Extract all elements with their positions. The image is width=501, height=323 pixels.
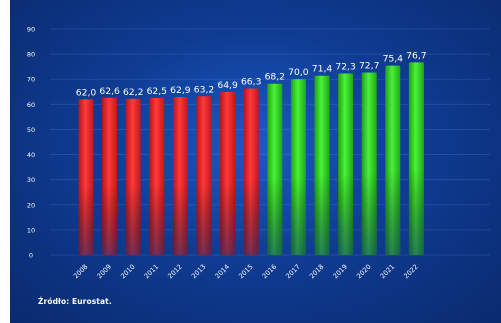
x-tick-label: 2016 bbox=[261, 263, 279, 281]
value-label: 75,4 bbox=[383, 54, 404, 65]
value-label: 62,9 bbox=[170, 85, 191, 96]
bar-shade bbox=[196, 183, 212, 255]
x-tick-label: 2013 bbox=[190, 263, 208, 281]
y-axis-ticks: 0 10 20 30 40 50 60 70 80 90 bbox=[27, 26, 35, 260]
x-tick-label: 2012 bbox=[166, 263, 184, 281]
bar-shade bbox=[385, 169, 401, 255]
value-label: 64,9 bbox=[217, 80, 238, 91]
bar-shade bbox=[149, 184, 165, 255]
x-tick-label: 2009 bbox=[95, 263, 113, 281]
source-note: Źródło: Eurostat. bbox=[38, 297, 112, 306]
bar-shade bbox=[338, 173, 354, 255]
bar-shade bbox=[267, 177, 283, 255]
x-tick-label: 2015 bbox=[237, 263, 255, 281]
x-tick-label: 2019 bbox=[331, 263, 349, 281]
bar-shade bbox=[408, 168, 424, 255]
x-tick-label: 2021 bbox=[379, 263, 397, 281]
value-label: 62,5 bbox=[147, 86, 168, 97]
value-label: 62,2 bbox=[123, 87, 143, 98]
y-tick-label: 50 bbox=[27, 126, 35, 134]
bar-shade bbox=[102, 184, 118, 255]
x-tick-label: 2022 bbox=[402, 263, 420, 281]
y-tick-label: 20 bbox=[27, 201, 35, 209]
y-tick-label: 70 bbox=[27, 76, 35, 84]
bar-shade bbox=[361, 172, 377, 255]
y-tick-label: 30 bbox=[27, 176, 35, 184]
y-tick-label: 40 bbox=[27, 151, 35, 159]
value-label: 62,0 bbox=[76, 87, 97, 98]
value-label: 68,2 bbox=[265, 72, 285, 83]
value-label: 62,6 bbox=[99, 86, 120, 97]
x-tick-label: 2020 bbox=[355, 263, 373, 281]
x-tick-label: 2010 bbox=[119, 263, 137, 281]
bar-shade bbox=[172, 183, 188, 255]
value-label: 72,7 bbox=[359, 60, 380, 71]
bar-shade bbox=[243, 180, 259, 255]
value-label: 66,3 bbox=[241, 77, 262, 88]
x-tick-label: 2014 bbox=[213, 263, 231, 281]
value-label: 72,3 bbox=[335, 61, 356, 72]
value-label: 70,0 bbox=[288, 67, 309, 78]
chart-frame: 0 10 20 30 40 50 60 70 80 90 62,0 62,6 62,2 62,5 62,9… bbox=[10, 0, 501, 323]
y-tick-label: 80 bbox=[27, 51, 35, 59]
value-labels: 62,0 62,6 62,2 62,5 62,9 63,2 64,9 66,3 68,2 70,0… bbox=[76, 50, 427, 98]
value-label: 63,2 bbox=[194, 84, 214, 95]
bar-shade bbox=[220, 181, 236, 255]
x-tick-label: 2011 bbox=[143, 263, 161, 281]
value-label: 71,4 bbox=[312, 64, 333, 75]
x-tick-label: 2008 bbox=[72, 263, 90, 281]
bars bbox=[78, 62, 424, 256]
bar-shade bbox=[314, 174, 330, 255]
value-label: 76,7 bbox=[406, 50, 427, 61]
bar-shade bbox=[290, 175, 306, 255]
x-tick-label: 2018 bbox=[308, 263, 326, 281]
bar-shade bbox=[125, 184, 141, 255]
bar-shade bbox=[78, 184, 94, 255]
y-tick-label: 0 bbox=[29, 252, 33, 260]
x-axis-labels: 2008 2009 2010 2011 2012 2013 2014 2015 2016 2017… bbox=[72, 263, 420, 281]
y-tick-label: 10 bbox=[27, 226, 35, 234]
x-tick-label: 2017 bbox=[284, 263, 302, 281]
y-tick-label: 90 bbox=[27, 26, 35, 34]
y-tick-label: 60 bbox=[27, 101, 35, 109]
bar-chart: 0 10 20 30 40 50 60 70 80 90 62,0 62,6 62,2 62,5 62,9… bbox=[27, 26, 490, 281]
